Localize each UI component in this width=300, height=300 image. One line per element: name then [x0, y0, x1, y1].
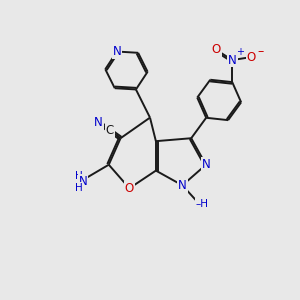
Text: +: + [236, 47, 244, 57]
Text: N: N [228, 53, 237, 67]
Text: –: – [258, 45, 264, 58]
Text: O: O [125, 182, 134, 195]
Text: O: O [247, 51, 256, 64]
Text: N: N [112, 45, 121, 58]
Text: N: N [178, 179, 187, 192]
Text: –H: –H [196, 199, 209, 209]
Text: N: N [202, 158, 210, 171]
Text: H: H [75, 171, 82, 181]
Text: O: O [212, 43, 221, 56]
Text: N: N [79, 175, 88, 188]
Text: C: C [105, 124, 114, 137]
Text: H: H [75, 183, 82, 193]
Text: N: N [94, 116, 103, 129]
